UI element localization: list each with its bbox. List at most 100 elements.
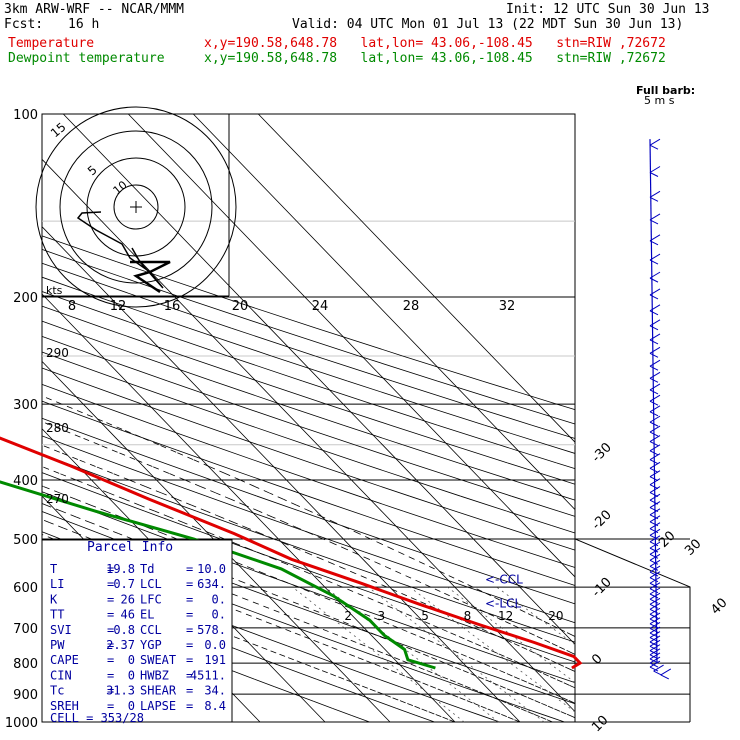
moist-adiabat xyxy=(230,498,246,506)
dry-adiabat xyxy=(249,424,307,446)
wind-barb xyxy=(649,565,661,573)
dry-adiabat xyxy=(524,686,547,695)
moist-adiabat xyxy=(506,702,514,707)
moist-adiabat xyxy=(555,678,563,683)
parcel-label: CCL xyxy=(140,623,162,637)
wind-barb xyxy=(649,547,659,553)
moist-adiabat xyxy=(548,675,556,680)
moist-adiabat xyxy=(299,619,310,625)
moist-adiabat xyxy=(300,634,311,640)
moist-adiabat xyxy=(399,659,409,664)
dry-adiabat xyxy=(431,654,457,664)
dry-adiabat xyxy=(498,525,541,540)
moist-adiabat xyxy=(466,656,475,661)
wind-barb xyxy=(649,352,659,358)
hodograph-ring xyxy=(35,106,237,308)
wind-barb xyxy=(649,553,659,559)
moist-adiabat xyxy=(388,623,399,629)
moist-adiabat xyxy=(450,649,459,654)
wind-barb xyxy=(649,144,659,150)
parcel-value: 34. xyxy=(204,684,226,698)
moist-adiabat xyxy=(129,479,146,487)
dry-adiabat xyxy=(546,693,569,702)
moist-adiabat xyxy=(519,645,528,650)
dry-adiabat xyxy=(154,495,197,512)
moist-adiabat xyxy=(367,687,376,692)
dry-adiabat xyxy=(243,586,273,599)
isotherm-label: -20 xyxy=(589,507,615,533)
dry-adiabat xyxy=(396,708,417,716)
moist-adiabat xyxy=(546,705,554,709)
dry-adiabat xyxy=(273,662,296,672)
dry-adiabat xyxy=(546,444,576,454)
dry-adiabat xyxy=(420,693,442,702)
parcel-eq: = xyxy=(107,653,114,667)
dry-adiabat xyxy=(440,678,463,688)
pressure-label: 900 xyxy=(13,688,38,703)
moist-adiabat xyxy=(335,675,345,680)
moist-adiabat xyxy=(334,543,347,550)
wind-barb xyxy=(649,319,661,327)
dry-adiabat xyxy=(461,479,512,497)
moist-adiabat xyxy=(519,708,527,712)
dry-adiabat xyxy=(313,701,333,709)
moist-adiabat xyxy=(309,510,323,518)
parcel-eq: = xyxy=(186,699,193,713)
dry-adiabat xyxy=(227,355,303,382)
moist-adiabat xyxy=(526,665,535,670)
dry-adiabat xyxy=(500,636,528,647)
dry-adiabat xyxy=(154,424,211,446)
isotherm-boundary xyxy=(574,538,691,722)
moist-adiabat xyxy=(319,642,329,647)
dry-adiabat xyxy=(399,563,435,577)
moist-adiabat xyxy=(135,459,153,467)
moist-adiabat xyxy=(472,702,480,707)
parcel-eq: = xyxy=(186,562,193,576)
dry-adiabat xyxy=(526,551,565,565)
parcel-eq: = xyxy=(186,668,193,682)
moist-adiabat xyxy=(432,672,441,677)
moist-adiabat xyxy=(152,466,170,474)
wind-barb xyxy=(649,612,661,620)
moist-adiabat xyxy=(319,611,330,617)
moist-adiabat xyxy=(428,684,436,689)
moist-adiabat xyxy=(499,599,509,605)
moist-adiabat xyxy=(562,681,570,686)
moist-adiabat xyxy=(352,591,364,597)
isotherm-label: 40 xyxy=(708,596,730,618)
dry-adiabat xyxy=(41,400,51,405)
moist-adiabat xyxy=(145,486,162,494)
dry-adiabat xyxy=(540,538,576,551)
moist-adiabat xyxy=(240,479,256,487)
moist-adiabat xyxy=(49,522,64,529)
parcel-value: 10.0 xyxy=(197,562,226,576)
dry-adiabat xyxy=(355,627,383,638)
dry-adiabat xyxy=(258,444,312,464)
moist-adiabat xyxy=(547,690,555,695)
dry-adiabat xyxy=(41,531,61,540)
dry-adiabat xyxy=(556,462,576,470)
mixing-ratio-line xyxy=(377,627,499,723)
moist-adiabat xyxy=(220,516,235,524)
moist-adiabat xyxy=(380,665,389,670)
dry-adiabat xyxy=(326,403,391,426)
moist-adiabat xyxy=(104,527,119,535)
moist-adiabat xyxy=(281,627,292,632)
moist-adiabat xyxy=(484,693,493,698)
temperature-location: x,y=190.58,648.78 lat,lon= 43.06,-108.45… xyxy=(204,36,666,51)
moist-adiabat xyxy=(310,665,320,670)
moist-adiabat xyxy=(506,716,514,720)
moist-adiabat xyxy=(481,591,492,597)
dry-adiabat xyxy=(524,708,546,716)
moist-adiabat xyxy=(90,522,105,529)
moist-adiabat xyxy=(239,638,250,643)
moist-adiabat xyxy=(234,522,249,529)
moist-adiabat xyxy=(139,504,155,512)
moist-adiabat xyxy=(430,586,441,592)
moist-adiabat xyxy=(505,687,513,692)
dry-adiabat xyxy=(378,575,412,588)
moist-adiabat xyxy=(106,510,122,518)
moist-adiabat xyxy=(572,634,576,637)
parcel-value: 26 xyxy=(121,592,135,606)
